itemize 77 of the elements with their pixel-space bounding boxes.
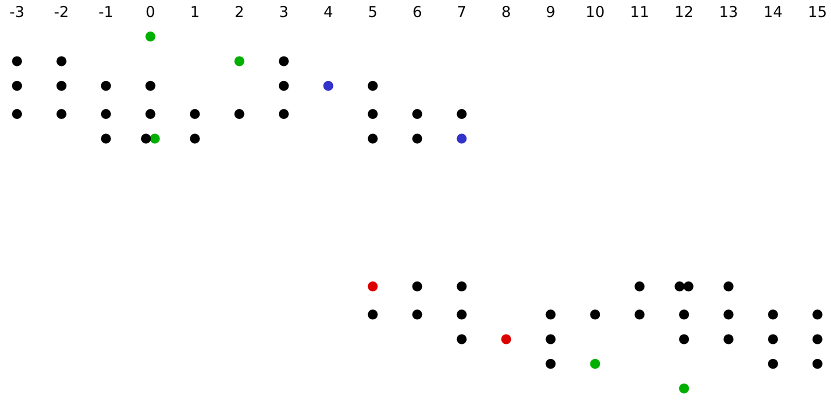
point (56, 80, 66, 91)
point (456, 134, 467, 144)
point (546, 334, 556, 344)
point (456, 310, 467, 320)
point (12, 56, 22, 66)
point (812, 334, 822, 344)
point (683, 281, 694, 292)
point (234, 108, 244, 119)
point (679, 310, 690, 320)
point (634, 310, 645, 320)
point (323, 80, 334, 91)
point (412, 108, 422, 119)
point (368, 281, 378, 292)
point (412, 281, 422, 292)
point (768, 358, 778, 369)
point (278, 56, 289, 66)
point (634, 281, 645, 292)
point (456, 334, 467, 344)
point (679, 334, 690, 344)
point (140, 134, 151, 144)
point (278, 108, 289, 119)
x-tick-label: -3 (10, 2, 24, 21)
point (412, 134, 422, 144)
point (190, 134, 200, 144)
x-tick-label: 10 (586, 2, 605, 21)
point (674, 281, 685, 292)
point (368, 310, 378, 320)
point (100, 134, 111, 144)
x-tick-label: 13 (718, 2, 738, 21)
x-tick-label: 11 (630, 2, 650, 21)
point (546, 358, 556, 369)
point (590, 310, 600, 320)
point (679, 383, 690, 394)
x-tick-label: 0 (146, 2, 156, 21)
point (12, 108, 22, 119)
point (145, 32, 156, 42)
point (145, 108, 156, 119)
x-tick-label: 7 (456, 2, 466, 21)
point (768, 310, 778, 320)
point (56, 108, 66, 119)
x-tick-label: 8 (501, 2, 511, 21)
point (501, 334, 512, 344)
point (145, 80, 156, 91)
x-tick-label: 4 (324, 2, 334, 21)
point (812, 310, 822, 320)
point (456, 281, 467, 292)
point (190, 108, 200, 119)
point (150, 134, 160, 144)
point (724, 281, 734, 292)
point (368, 134, 378, 144)
x-tick-label: 12 (674, 2, 694, 21)
x-tick-label: 3 (279, 2, 289, 21)
x-tick-label: 6 (412, 2, 422, 21)
point (368, 80, 378, 91)
x-tick-label: 5 (368, 2, 378, 21)
point (234, 56, 244, 66)
x-tick-label: -2 (54, 2, 69, 21)
point (812, 358, 822, 369)
x-tick-label: 2 (234, 2, 244, 21)
x-tick-label: 14 (763, 2, 783, 21)
point (724, 310, 734, 320)
x-tick-label: 1 (190, 2, 200, 21)
x-tick-label: -1 (98, 2, 114, 21)
point (100, 80, 111, 91)
point (768, 334, 778, 344)
point (100, 108, 111, 119)
point (590, 358, 600, 369)
point (278, 80, 289, 91)
point (56, 56, 66, 66)
point (12, 80, 22, 91)
point (724, 334, 734, 344)
x-tick-label: 15 (808, 2, 828, 21)
point (546, 310, 556, 320)
x-tick-label: 9 (546, 2, 556, 21)
point (368, 108, 378, 119)
point (456, 108, 467, 119)
point (412, 310, 422, 320)
